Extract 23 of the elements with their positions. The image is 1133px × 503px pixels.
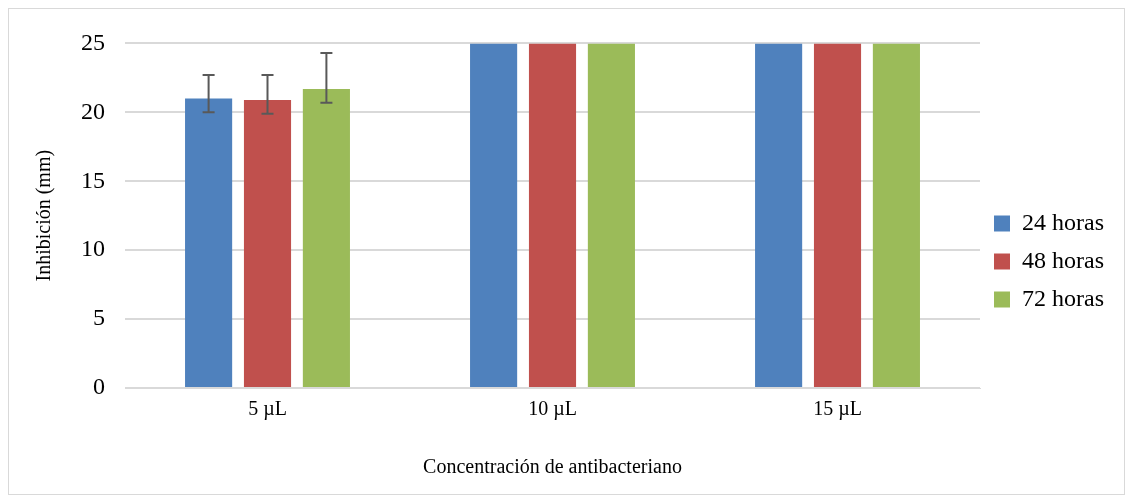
bar	[470, 43, 518, 387]
legend-label: 72 horas	[1022, 284, 1104, 311]
x-axis-title: Concentración de antibacteriano	[423, 455, 682, 478]
y-tick-label: 25	[81, 28, 105, 55]
bar	[302, 88, 350, 387]
legend-label: 24 horas	[1022, 208, 1104, 235]
x-tick-label: 15 µL	[813, 397, 862, 421]
y-tick-label: 0	[93, 373, 105, 400]
bar	[587, 43, 635, 387]
x-tick-label: 10 µL	[528, 397, 577, 421]
y-tick-label: 20	[81, 97, 105, 124]
y-tick-label: 15	[81, 166, 105, 193]
bar	[528, 43, 577, 387]
bar	[755, 43, 803, 387]
bar	[813, 43, 862, 387]
bar	[872, 43, 920, 387]
x-tick-label: 5 µL	[248, 397, 287, 421]
bar	[185, 98, 233, 387]
bar	[243, 99, 292, 387]
y-tick-label: 10	[81, 235, 105, 262]
y-tick-label: 5	[93, 304, 105, 331]
legend-label: 48 horas	[1022, 246, 1104, 273]
y-axis-title: Inhibición (mm)	[32, 149, 56, 282]
